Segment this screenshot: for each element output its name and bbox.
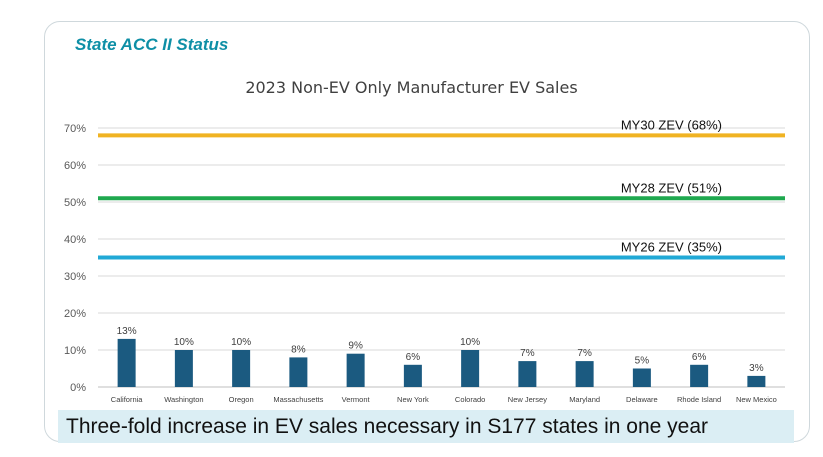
callout-banner: Three-fold increase in EV sales necessar…: [58, 410, 794, 443]
bar: [346, 353, 365, 387]
x-tick-label: California: [111, 395, 144, 404]
y-tick-label: 20%: [64, 308, 86, 320]
x-tick-label: New York: [397, 395, 429, 404]
data-label: 6%: [406, 352, 421, 363]
section-title: State ACC II Status: [75, 35, 229, 54]
x-tick-label: Oregon: [229, 395, 254, 404]
bar: [632, 368, 651, 387]
y-tick-label: 10%: [64, 345, 86, 357]
y-tick-label: 60%: [64, 160, 86, 172]
x-tick-label: Rhode Island: [677, 395, 721, 404]
chart-card: [44, 21, 810, 442]
data-label: 10%: [174, 337, 194, 348]
bar: [747, 375, 766, 387]
callout-text: Three-fold increase in EV sales necessar…: [66, 415, 709, 438]
y-tick-label: 40%: [64, 234, 86, 246]
y-tick-label: 30%: [64, 271, 86, 283]
data-label: 9%: [348, 341, 363, 352]
data-label: 10%: [460, 337, 480, 348]
y-tick-label: 0%: [70, 382, 86, 394]
y-tick-label: 50%: [64, 197, 86, 209]
reference-line-label: MY28 ZEV (51%): [621, 180, 722, 195]
x-tick-label: Colorado: [455, 395, 485, 404]
bar: [575, 361, 594, 387]
x-tick-label: Maryland: [569, 395, 600, 404]
bar: [403, 364, 422, 387]
x-tick-label: Vermont: [342, 395, 371, 404]
x-tick-label: New Jersey: [508, 395, 547, 404]
x-tick-label: Delaware: [626, 395, 658, 404]
bar: [289, 357, 308, 387]
x-tick-label: New Mexico: [736, 395, 777, 404]
bar: [690, 364, 709, 387]
bar: [518, 361, 537, 387]
chart-title: 2023 Non-EV Only Manufacturer EV Sales: [245, 78, 578, 97]
data-label: 10%: [231, 337, 251, 348]
bar: [117, 338, 136, 387]
reference-line-label: MY30 ZEV (68%): [621, 117, 722, 132]
bar: [461, 350, 480, 387]
data-label: 8%: [291, 344, 306, 355]
data-label: 13%: [117, 326, 137, 337]
bar: [232, 350, 251, 387]
bar: [174, 350, 193, 387]
data-label: 7%: [577, 348, 592, 359]
reference-line-label: MY26 ZEV (35%): [621, 240, 722, 255]
y-tick-label: 70%: [64, 123, 86, 135]
data-label: 3%: [749, 363, 764, 374]
x-tick-label: Massachusetts: [273, 395, 323, 404]
data-label: 6%: [692, 352, 707, 363]
data-label: 7%: [520, 348, 535, 359]
data-label: 5%: [635, 356, 650, 367]
x-tick-label: Washington: [164, 395, 203, 404]
